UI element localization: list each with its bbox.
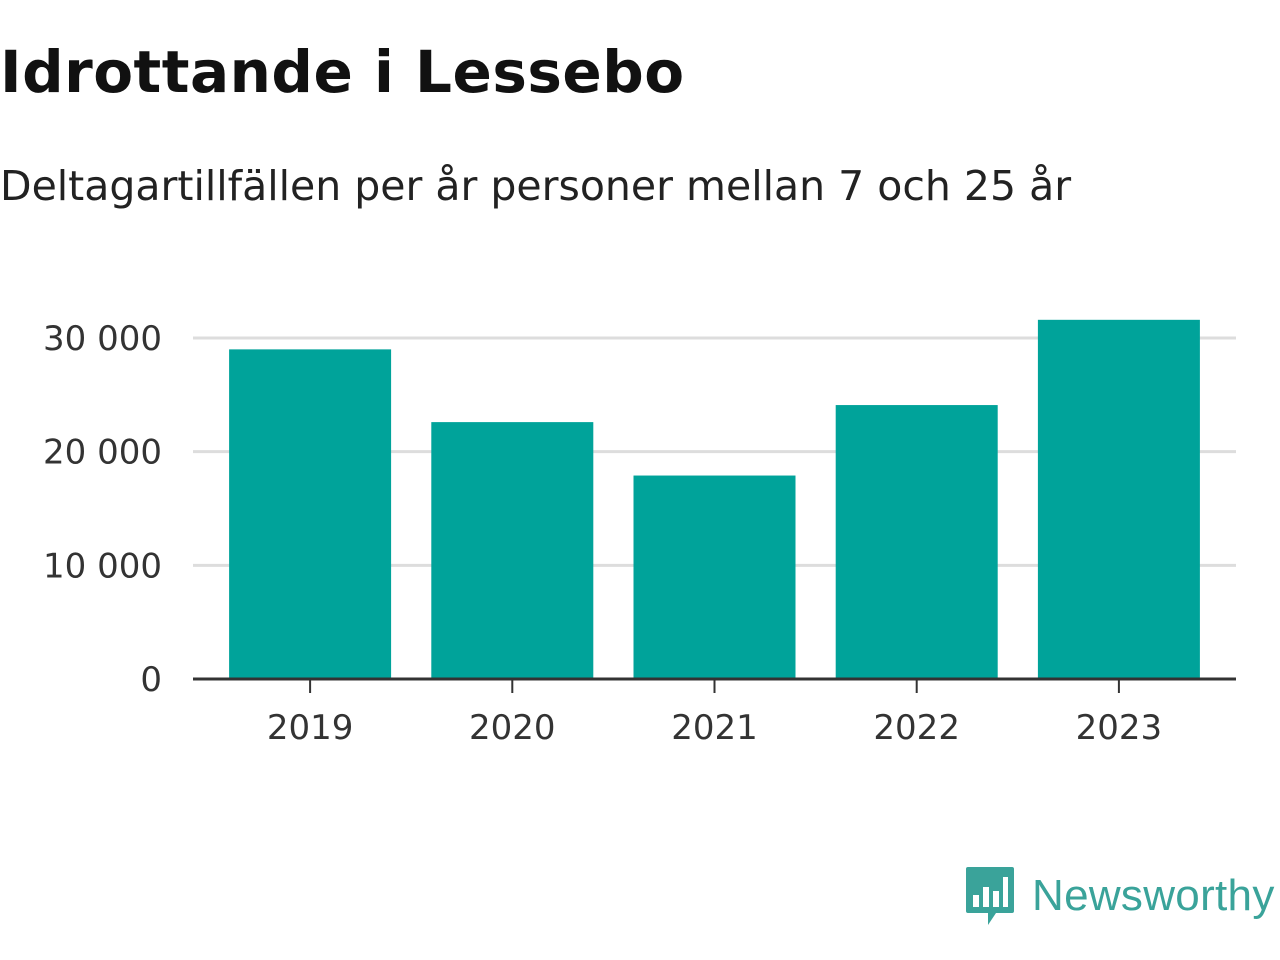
y-tick-label: 30 000 [43, 319, 162, 359]
bar-chart-speech-bubble-icon [966, 867, 1014, 925]
axes [193, 677, 1236, 693]
bar-2021 [633, 475, 796, 679]
bars [229, 319, 1200, 679]
y-tick-label: 10 000 [43, 546, 162, 586]
x-tick-label: 2021 [671, 708, 758, 748]
brand-name: Newsworthy [1032, 871, 1275, 920]
newsworthy-logo: Newsworthy [964, 864, 1275, 928]
chart-title: Idrottande i Lessebo [0, 38, 685, 106]
y-tick-label: 20 000 [43, 433, 162, 473]
x-tick-label: 2020 [469, 708, 556, 748]
bar-2022 [835, 405, 998, 679]
chart-subtitle: Deltagartillfällen per år personer mella… [0, 162, 1072, 210]
x-tick-label: 2019 [267, 708, 354, 748]
tick-labels: 0 10 000 20 000 30 000 2019 2020 2021 2022 2023 [43, 319, 1162, 748]
bar-2019 [229, 349, 392, 679]
x-tick-label: 2023 [1076, 708, 1163, 748]
x-tick-label: 2022 [873, 708, 960, 748]
bar-2020 [431, 422, 594, 679]
bar-2023 [1037, 319, 1200, 679]
y-tick-label: 0 [140, 660, 162, 700]
